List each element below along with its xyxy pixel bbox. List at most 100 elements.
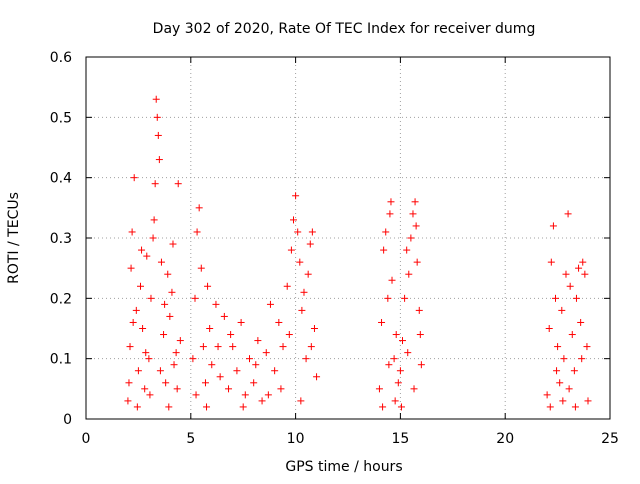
y-axis-label: ROTI / TECUs xyxy=(6,192,22,284)
roti-point xyxy=(547,258,555,266)
roti-point xyxy=(199,343,207,351)
roti-point xyxy=(307,343,315,351)
roti-points xyxy=(124,95,592,411)
roti-point xyxy=(571,403,579,411)
roti-point xyxy=(553,367,561,375)
roti-point xyxy=(386,210,394,218)
roti-point xyxy=(150,216,158,224)
y-tick-label: 0.4 xyxy=(50,171,72,187)
roti-point xyxy=(562,270,570,278)
roti-point xyxy=(407,234,415,242)
roti-point xyxy=(212,300,220,308)
roti-point xyxy=(252,361,260,369)
roti-point xyxy=(208,361,216,369)
roti-point xyxy=(287,246,295,254)
roti-point xyxy=(559,397,567,405)
roti-point xyxy=(292,192,300,200)
roti-point xyxy=(216,373,224,381)
roti-point xyxy=(206,325,214,332)
roti-point xyxy=(417,361,425,369)
roti-point xyxy=(172,349,180,357)
roti-point xyxy=(266,300,274,308)
roti-point xyxy=(156,367,164,375)
roti-point xyxy=(378,318,386,326)
roti-point xyxy=(151,180,159,188)
roti-point xyxy=(565,385,573,393)
roti-point xyxy=(385,361,393,369)
roti-point xyxy=(394,379,402,387)
roti-point xyxy=(132,306,140,314)
roti-point xyxy=(560,355,568,363)
roti-point xyxy=(129,318,137,326)
roti-point xyxy=(412,222,420,230)
roti-point xyxy=(277,385,285,393)
roti-point xyxy=(214,343,222,351)
roti-point xyxy=(189,355,197,363)
roti-point xyxy=(578,355,586,363)
roti-point xyxy=(233,367,241,375)
roti-point xyxy=(380,246,388,254)
axis-ticks xyxy=(85,56,611,420)
roti-point xyxy=(239,403,247,411)
roti-point xyxy=(264,391,272,399)
roti-point xyxy=(403,246,411,254)
roti-point xyxy=(387,198,395,206)
roti-point xyxy=(191,294,199,302)
roti-point xyxy=(142,349,150,357)
roti-point xyxy=(262,349,270,357)
roti-point xyxy=(127,264,135,272)
roti-point xyxy=(146,391,154,399)
roti-point xyxy=(161,300,169,308)
roti-point xyxy=(566,282,574,290)
roti-point xyxy=(134,367,142,375)
x-tick-label: 25 xyxy=(601,431,619,447)
roti-point xyxy=(147,294,155,302)
roti-point xyxy=(310,325,318,332)
roti-point xyxy=(300,288,308,296)
roti-point xyxy=(552,294,560,302)
roti-point xyxy=(297,397,305,405)
roti-point xyxy=(581,270,589,278)
roti-point xyxy=(579,258,587,266)
roti-point xyxy=(143,252,151,260)
roti-point xyxy=(313,373,321,381)
roti-point xyxy=(165,403,173,411)
grid-lines xyxy=(86,57,610,419)
plot-frame xyxy=(85,56,611,420)
roti-point xyxy=(192,391,200,399)
roti-point xyxy=(283,282,291,290)
x-tick-labels: 0 5 10 15 20 25 xyxy=(82,431,619,447)
x-tick-label: 20 xyxy=(496,431,514,447)
x-tick-label: 15 xyxy=(391,431,409,447)
roti-point xyxy=(296,258,304,266)
roti-point xyxy=(546,403,554,411)
roti-point xyxy=(149,234,157,242)
roti-point xyxy=(195,204,203,212)
roti-point xyxy=(173,385,181,393)
roti-point xyxy=(583,343,591,351)
roti-point xyxy=(258,397,266,405)
roti-point xyxy=(254,337,262,345)
roti-point xyxy=(154,131,162,139)
y-tick-label: 0.1 xyxy=(50,352,72,368)
roti-point xyxy=(575,264,583,272)
x-tick-label: 5 xyxy=(186,431,195,447)
roti-point xyxy=(170,361,178,369)
roti-point xyxy=(545,325,553,332)
roti-point xyxy=(203,403,211,411)
roti-point xyxy=(584,397,592,405)
roti-point xyxy=(125,379,133,387)
roti-point xyxy=(572,294,580,302)
roti-point xyxy=(396,367,404,375)
roti-point xyxy=(405,270,413,278)
roti-point xyxy=(138,246,146,254)
roti-point xyxy=(153,113,161,121)
roti-point xyxy=(220,312,228,320)
x-tick-label: 10 xyxy=(287,431,305,447)
roti-point xyxy=(160,331,168,339)
roti-point xyxy=(375,385,383,393)
roti-point xyxy=(411,198,419,206)
roti-point xyxy=(404,349,412,357)
roti-point xyxy=(384,294,392,302)
roti-point xyxy=(166,312,174,320)
